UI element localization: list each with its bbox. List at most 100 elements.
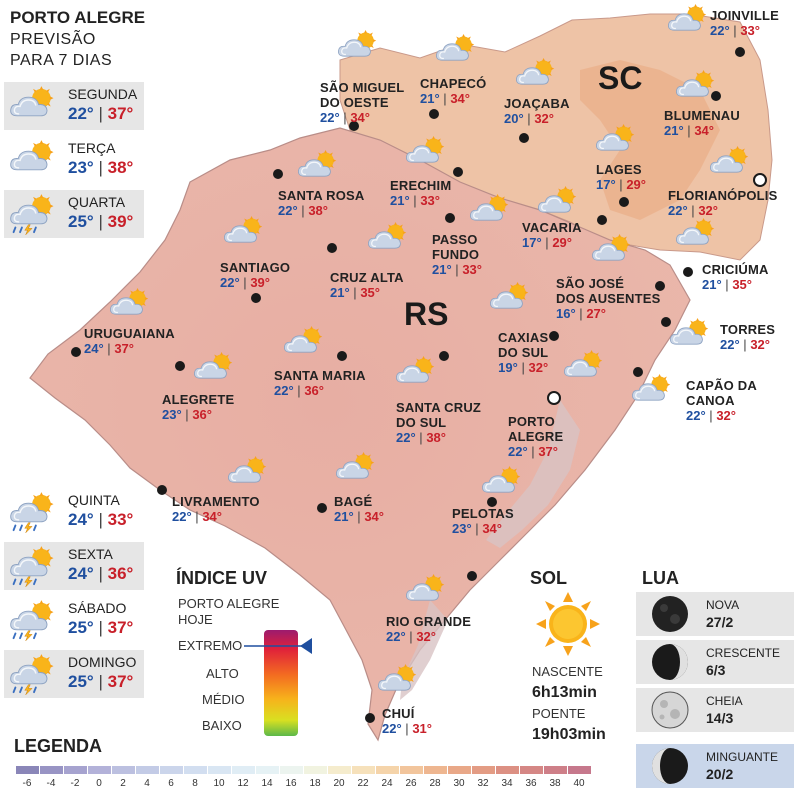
- city-label[interactable]: PASSO FUNDO 21° | 33°: [432, 232, 482, 278]
- city-label[interactable]: SANTA MARIA 22° | 36°: [274, 368, 366, 399]
- city-label[interactable]: SANTA ROSA 22° | 38°: [278, 188, 365, 219]
- city-temps: 21° | 34°: [420, 91, 486, 107]
- city-weather-icon-wrap: [590, 234, 636, 275]
- forecast-day-temps: 22° | 37°: [68, 104, 133, 124]
- city-label[interactable]: VACARIA 17° | 29°: [522, 220, 582, 251]
- city-marker-icon[interactable]: [251, 293, 261, 303]
- min-temp: 21°: [702, 277, 722, 292]
- city-label[interactable]: PORTO ALEGRE 22° | 37°: [508, 414, 563, 460]
- city-label[interactable]: CRUZ ALTA 21° | 35°: [330, 270, 404, 301]
- moon-phase-item: CHEIA 14/3: [636, 688, 794, 732]
- city-marker-icon[interactable]: [655, 281, 665, 291]
- city-weather-icon-wrap: [668, 318, 714, 359]
- city-weather-icon-wrap: [536, 186, 582, 227]
- uv-level-medio: MÉDIO: [202, 692, 245, 707]
- city-name: SANTA ROSA: [278, 188, 365, 203]
- capital-marker-icon[interactable]: [547, 391, 561, 405]
- max-temp: 38°: [426, 430, 446, 445]
- city-marker-icon[interactable]: [439, 351, 449, 361]
- storm-sun-cloud-icon: [10, 546, 54, 588]
- forecast-icon-wrap: [8, 194, 60, 240]
- legend-value: 28: [429, 778, 441, 789]
- city-label[interactable]: CHAPECÓ 21° | 34°: [420, 76, 486, 107]
- city-marker-icon[interactable]: [597, 215, 607, 225]
- capital-marker-icon[interactable]: [753, 173, 767, 187]
- city-label[interactable]: CAXIAS DO SUL 19° | 32°: [498, 330, 548, 376]
- city-weather-icon-wrap: [404, 574, 450, 615]
- city-label[interactable]: CHUÍ 22° | 31°: [382, 706, 432, 737]
- city-marker-icon[interactable]: [157, 485, 167, 495]
- city-label[interactable]: SANTIAGO 22° | 39°: [220, 260, 290, 291]
- city-label[interactable]: BLUMENAU 21° | 34°: [664, 108, 740, 139]
- city-marker-icon[interactable]: [453, 167, 463, 177]
- city-label[interactable]: TORRES 22° | 32°: [720, 322, 775, 353]
- city-label[interactable]: CRICIÚMA 21° | 35°: [702, 262, 769, 293]
- city-marker-icon[interactable]: [71, 347, 81, 357]
- city-label[interactable]: PELOTAS 23° | 34°: [452, 506, 514, 537]
- storm-sun-cloud-icon: [10, 654, 54, 696]
- city-label[interactable]: ERECHIM 21° | 33°: [390, 178, 451, 209]
- city-marker-icon[interactable]: [735, 47, 745, 57]
- city-marker-icon[interactable]: [519, 133, 529, 143]
- temp-separator: |: [98, 564, 103, 583]
- city-marker-icon[interactable]: [619, 197, 629, 207]
- city-label[interactable]: BAGÉ 21° | 34°: [334, 494, 384, 525]
- moon-phase-item: MINGUANTE 20/2: [636, 744, 794, 788]
- legend-value: 2: [120, 778, 126, 789]
- min-temp: 23°: [162, 407, 182, 422]
- uv-level-extremo: EXTREMO: [178, 638, 243, 653]
- moon-phase-date: 14/3: [706, 710, 734, 726]
- city-label[interactable]: SÃO MIGUEL DO OESTE 22° | 34°: [320, 80, 404, 126]
- state-label-sc: SC: [598, 60, 643, 96]
- city-name: ERECHIM: [390, 178, 452, 193]
- city-label[interactable]: URUGUAIANA 24° | 37°: [84, 326, 175, 357]
- city-label[interactable]: SANTA CRUZ DO SUL 22° | 38°: [396, 400, 481, 446]
- legend-swatch: [184, 766, 207, 774]
- city-temps: 22° | 32°: [686, 408, 757, 424]
- sun-cloud-icon: [110, 288, 149, 315]
- city-marker-icon[interactable]: [549, 331, 559, 341]
- city-marker-icon[interactable]: [467, 571, 477, 581]
- city-marker-icon[interactable]: [365, 713, 375, 723]
- city-marker-icon[interactable]: [273, 169, 283, 179]
- sun-cloud-icon: [284, 326, 323, 353]
- city-label[interactable]: CAPÃO DA CANOA 22° | 32°: [686, 378, 757, 424]
- city-marker-icon[interactable]: [633, 367, 643, 377]
- city-weather-icon-wrap: [296, 150, 342, 191]
- city-marker-icon[interactable]: [429, 109, 439, 119]
- city-label[interactable]: LAGES 17° | 29°: [596, 162, 646, 193]
- city-marker-icon[interactable]: [711, 91, 721, 101]
- max-temp: 36°: [192, 407, 212, 422]
- city-label[interactable]: RIO GRANDE 22° | 32°: [386, 614, 471, 645]
- city-temps: 21° | 33°: [432, 262, 482, 278]
- city-marker-icon[interactable]: [487, 497, 497, 507]
- city-marker-icon[interactable]: [661, 317, 671, 327]
- city-label[interactable]: LIVRAMENTO 22° | 34°: [172, 494, 260, 525]
- city-weather-icon-wrap: [594, 124, 640, 165]
- city-name-line2: FUNDO: [432, 247, 480, 262]
- temp-separator: |: [413, 193, 417, 208]
- legend-value: 10: [213, 778, 225, 789]
- city-label[interactable]: JOAÇABA 20° | 32°: [504, 96, 570, 127]
- city-marker-icon[interactable]: [445, 213, 455, 223]
- city-label[interactable]: FLORIANÓPOLIS 22° | 32°: [668, 188, 778, 219]
- city-marker-icon[interactable]: [175, 361, 185, 371]
- city-marker-icon[interactable]: [327, 243, 337, 253]
- legend-swatch: [16, 766, 39, 774]
- city-label[interactable]: ALEGRETE 23° | 36°: [162, 392, 234, 423]
- temp-separator: |: [405, 721, 409, 736]
- city-label[interactable]: JOINVILLE 22° | 33°: [710, 8, 779, 39]
- max-temp: 34°: [450, 91, 470, 106]
- min-temp: 22°: [274, 383, 294, 398]
- city-weather-icon-wrap: [222, 216, 268, 257]
- city-name: CRICIÚMA: [702, 262, 769, 277]
- city-marker-icon[interactable]: [337, 351, 347, 361]
- city-marker-icon[interactable]: [317, 503, 327, 513]
- city-temps: 22° | 31°: [382, 721, 432, 737]
- max-temp: 33°: [420, 193, 440, 208]
- city-temps: 22° | 38°: [396, 430, 481, 446]
- city-name: SANTA CRUZ: [396, 400, 482, 415]
- city-marker-icon[interactable]: [683, 267, 693, 277]
- city-marker-icon[interactable]: [349, 121, 359, 131]
- city-label[interactable]: SÃO JOSÉ DOS AUSENTES 16° | 27°: [556, 276, 661, 322]
